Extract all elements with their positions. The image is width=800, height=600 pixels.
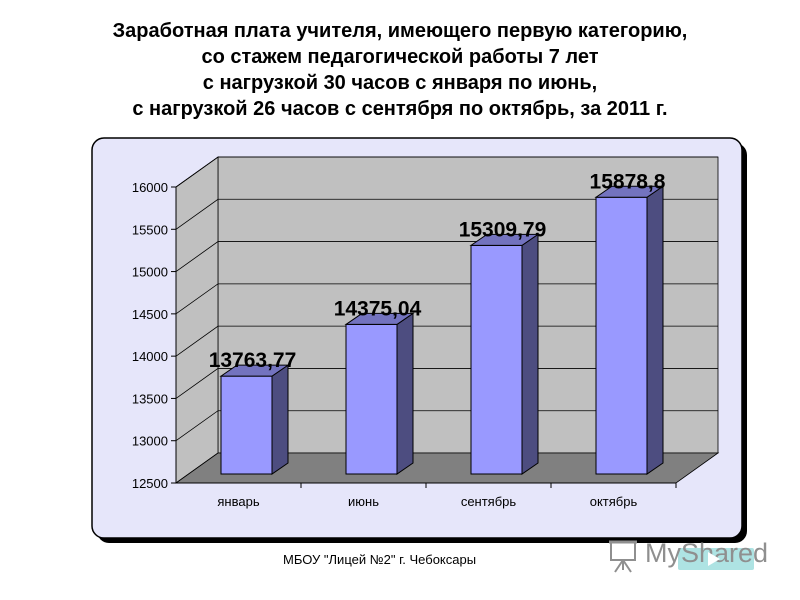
bar-сентябрь: [469, 233, 540, 475]
data-label: 15309,79: [459, 218, 547, 241]
x-tick-label: январь: [217, 494, 259, 509]
title-line: Заработная плата учителя, имеющего перву…: [112, 20, 688, 42]
y-tick-label: 12500: [132, 476, 168, 491]
data-label: 13763,77: [209, 349, 297, 372]
title-line: с нагрузкой 26 часов с сентября по октяб…: [132, 98, 668, 120]
title-line: со стажем педагогической работы 7 лет: [201, 46, 599, 68]
footer-text: МБОУ "Лицей №2" г. Чебоксары: [283, 552, 477, 567]
gridline: [175, 325, 718, 357]
bar-top: [469, 233, 540, 246]
data-label: 15878,8: [590, 170, 666, 193]
bar-октябрь: [594, 185, 665, 475]
bar-front: [345, 323, 398, 475]
bar-side: [396, 312, 414, 475]
chart-title: Заработная плата учителя, имеющего перву…: [0, 18, 800, 122]
bar-side: [271, 364, 289, 475]
plot-area: 16000 15500 15000 14500 14000 13500 13000 12500…: [132, 156, 720, 509]
y-tick-label: 16000: [132, 180, 168, 195]
data-label: 14375,04: [334, 297, 422, 320]
x-tick-label: сентябрь: [461, 494, 517, 509]
gridline: [175, 156, 718, 188]
y-tick-label: 13000: [132, 434, 168, 449]
x-tick-label: июнь: [348, 494, 379, 509]
bar-front: [220, 375, 273, 475]
gridline: [175, 368, 718, 399]
bar-front: [470, 244, 523, 475]
gridline: [175, 283, 718, 315]
y-tick-label: 15500: [132, 222, 168, 237]
watermark: MyShared: [605, 536, 775, 576]
bar-side: [646, 185, 664, 475]
bar-top: [219, 364, 290, 377]
side-wall: [175, 156, 219, 484]
bar-top: [344, 312, 415, 325]
bar-front: [595, 196, 648, 475]
bar-top: [594, 185, 665, 198]
title-line: с нагрузкой 30 часов с января по июнь,: [202, 72, 598, 94]
bar-январь: [219, 364, 290, 475]
presentation-board-icon: [609, 540, 637, 573]
gridline: [175, 410, 718, 442]
gridline: [175, 241, 718, 272]
y-tick-label: 15000: [132, 265, 168, 280]
gridline: [175, 198, 718, 230]
bar-июнь: [344, 312, 415, 475]
y-tick-label: 13500: [132, 391, 168, 406]
play-icon: [708, 552, 720, 566]
x-tick-label: октябрь: [590, 494, 638, 509]
y-tick-label: 14000: [132, 349, 168, 364]
bar-side: [521, 233, 539, 475]
watermark-text: MyShared: [645, 538, 769, 568]
y-tick-label: 14500: [132, 307, 168, 322]
